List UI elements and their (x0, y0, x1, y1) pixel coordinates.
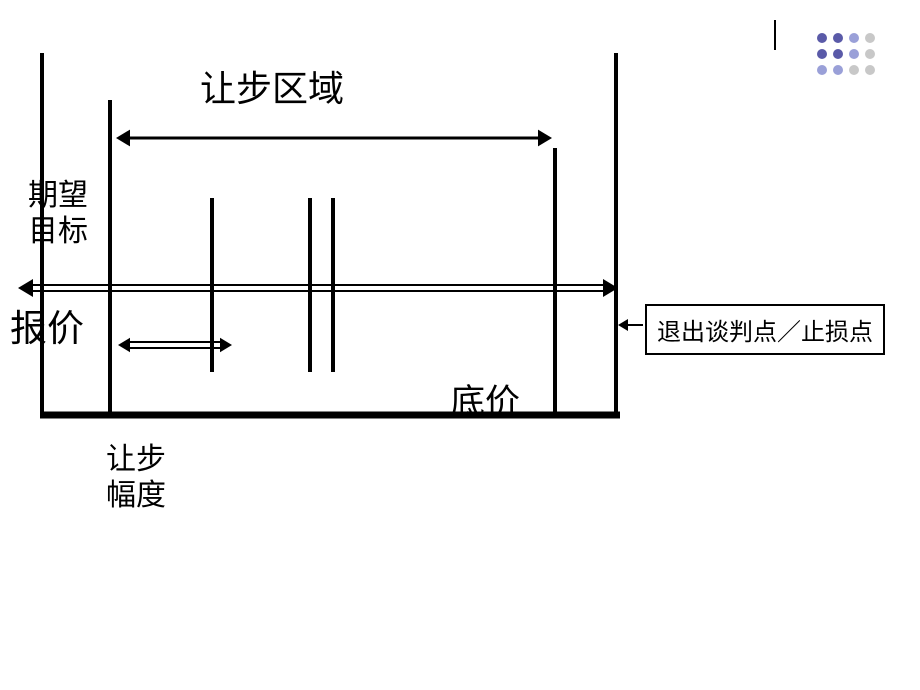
exit-box: 退出谈判点／止损点 (645, 304, 885, 355)
label-quote: 报价 (10, 308, 84, 352)
label-step: 让步 幅度 (106, 442, 166, 514)
label-floor: 底价 (450, 382, 520, 424)
label-zone: 让步区域 (200, 68, 344, 111)
label-expect: 期望 目标 (28, 178, 88, 250)
exit-label: 退出谈判点／止损点 (657, 320, 873, 346)
decor-dotgrid (814, 30, 878, 78)
